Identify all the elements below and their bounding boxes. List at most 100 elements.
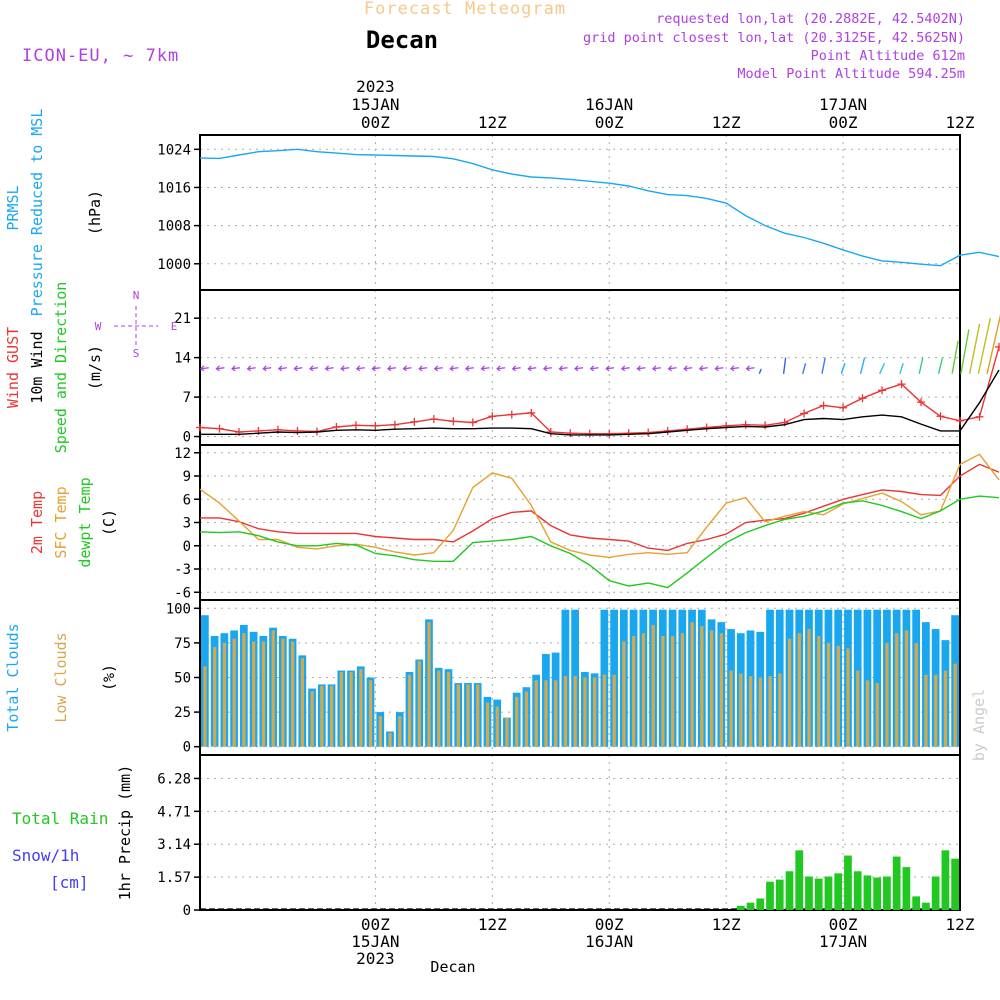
gust-marker: [371, 421, 380, 430]
wind-direction-arrow: [698, 365, 708, 372]
wind-arrow-shaft: [216, 367, 225, 370]
wind-arrow-head: [714, 365, 719, 372]
panel-label: Speed and Direction: [52, 282, 70, 454]
y-tick-label: 50: [174, 671, 191, 687]
wind-arrow-shaft: [746, 367, 755, 370]
wind-vector-arrow: [918, 357, 924, 374]
wind-arrow-head: [527, 365, 532, 372]
low-cloud-bar: [505, 717, 509, 747]
gust-marker: [663, 426, 672, 435]
low-cloud-bar: [417, 660, 421, 747]
rain-bar: [805, 876, 813, 910]
wind-arrow-shaft: [200, 367, 209, 370]
wind-arrow-shaft: [590, 367, 599, 370]
wind-arrow-head: [652, 365, 657, 372]
panel-label: Snow/1h: [12, 846, 79, 865]
wind-direction-arrow: [231, 365, 241, 372]
panel-label: [cm]: [50, 873, 89, 892]
top-time-label: 12Z: [712, 113, 741, 132]
gust-marker: [956, 416, 964, 425]
wind-arrow-shaft: [325, 367, 334, 370]
wind-arrow-shaft: [341, 367, 350, 370]
rain-bar: [941, 850, 950, 910]
rain-bar: [902, 867, 911, 910]
wind-arrow-head: [340, 365, 345, 372]
panel-frame: [199, 754, 961, 911]
wind-direction-arrow: [605, 365, 615, 372]
wind-arrow-shaft: [387, 367, 397, 370]
low-cloud-bar: [709, 630, 714, 747]
low-cloud-bar: [924, 674, 928, 747]
gust-marker: [858, 394, 867, 403]
low-cloud-bar: [700, 626, 704, 747]
y-tick-label: 1016: [157, 180, 191, 196]
top-year-label: 2023: [356, 77, 395, 96]
rain-bar: [951, 858, 959, 910]
wind-arrow-head: [324, 365, 330, 372]
wind-direction-arrow: [433, 365, 443, 372]
low-cloud-bar: [875, 683, 879, 747]
gust-marker: [429, 415, 438, 424]
wind-arrow-shaft: [450, 367, 459, 370]
low-cloud-bar: [446, 671, 451, 747]
y-tick-label: 6.28: [157, 771, 191, 787]
series-wind10m: [200, 369, 1000, 436]
wind-vector-arrow: [840, 363, 846, 375]
y-tick-label: 1.57: [157, 870, 191, 886]
gust-marker: [839, 403, 848, 412]
low-cloud-bar: [602, 674, 607, 747]
wind-vector-arrow: [758, 368, 762, 375]
wind-arrow-shaft: [621, 367, 630, 370]
top-time-label: 00Z: [595, 113, 624, 132]
wind-arrow-head: [589, 365, 595, 372]
wind-arrow-head: [277, 365, 283, 372]
rain-bar: [873, 877, 882, 910]
model-name: ICON-EU, ~ 7km: [22, 46, 179, 66]
gust-marker: [624, 429, 633, 438]
wind-direction-arrow: [324, 365, 334, 372]
low-cloud-bar: [252, 641, 256, 747]
wind-arrow-shaft: [730, 367, 740, 370]
low-cloud-bar: [563, 676, 568, 747]
gust-marker: [507, 410, 516, 419]
wind-arrow-shaft: [574, 367, 584, 370]
low-cloud-bar: [398, 716, 402, 747]
low-cloud-bar: [895, 633, 899, 747]
wind-vector-arrow: [879, 362, 886, 375]
low-cloud-bar: [807, 629, 811, 747]
wind-arrow-shaft: [543, 367, 552, 370]
axis-unit-label: (hPa): [86, 190, 104, 235]
panel-label: Low Clouds: [52, 632, 70, 722]
low-cloud-bar: [554, 680, 558, 747]
low-cloud-bar: [281, 638, 285, 747]
wind-direction-arrow: [620, 365, 630, 372]
wind-direction-arrow: [589, 365, 599, 372]
low-cloud-bar: [641, 633, 646, 747]
compass-west: W: [95, 320, 102, 333]
wind-arrow-head: [215, 365, 220, 372]
wind-arrow-head: [464, 365, 470, 372]
rain-bar: [892, 856, 901, 910]
gust-marker: [546, 428, 555, 437]
wind-direction-arrow: [449, 365, 459, 372]
gust-marker: [936, 412, 945, 421]
wind-direction-arrow: [246, 365, 256, 372]
y-tick-label: 0: [183, 539, 191, 555]
wind-vector-arrow: [960, 329, 970, 374]
wind-arrow-head: [246, 365, 252, 372]
bottom-time-label: 16JAN: [585, 932, 633, 951]
panel-label: Total Clouds: [4, 623, 22, 731]
gust-marker: [741, 420, 750, 429]
low-cloud-bar: [739, 673, 743, 747]
wind-direction-arrow: [636, 365, 646, 372]
gust-marker: [800, 409, 809, 418]
wind-direction-arrow: [558, 365, 568, 372]
low-cloud-bar: [729, 670, 733, 747]
wind-direction-arrow: [480, 365, 490, 372]
wind-vector-arrow: [937, 357, 944, 374]
wind-arrow-head: [636, 365, 641, 372]
total-cloud-bar: [863, 609, 872, 747]
rain-bar: [844, 855, 852, 910]
wind-direction-arrow: [340, 365, 350, 372]
wind-arrow-head: [387, 365, 392, 372]
